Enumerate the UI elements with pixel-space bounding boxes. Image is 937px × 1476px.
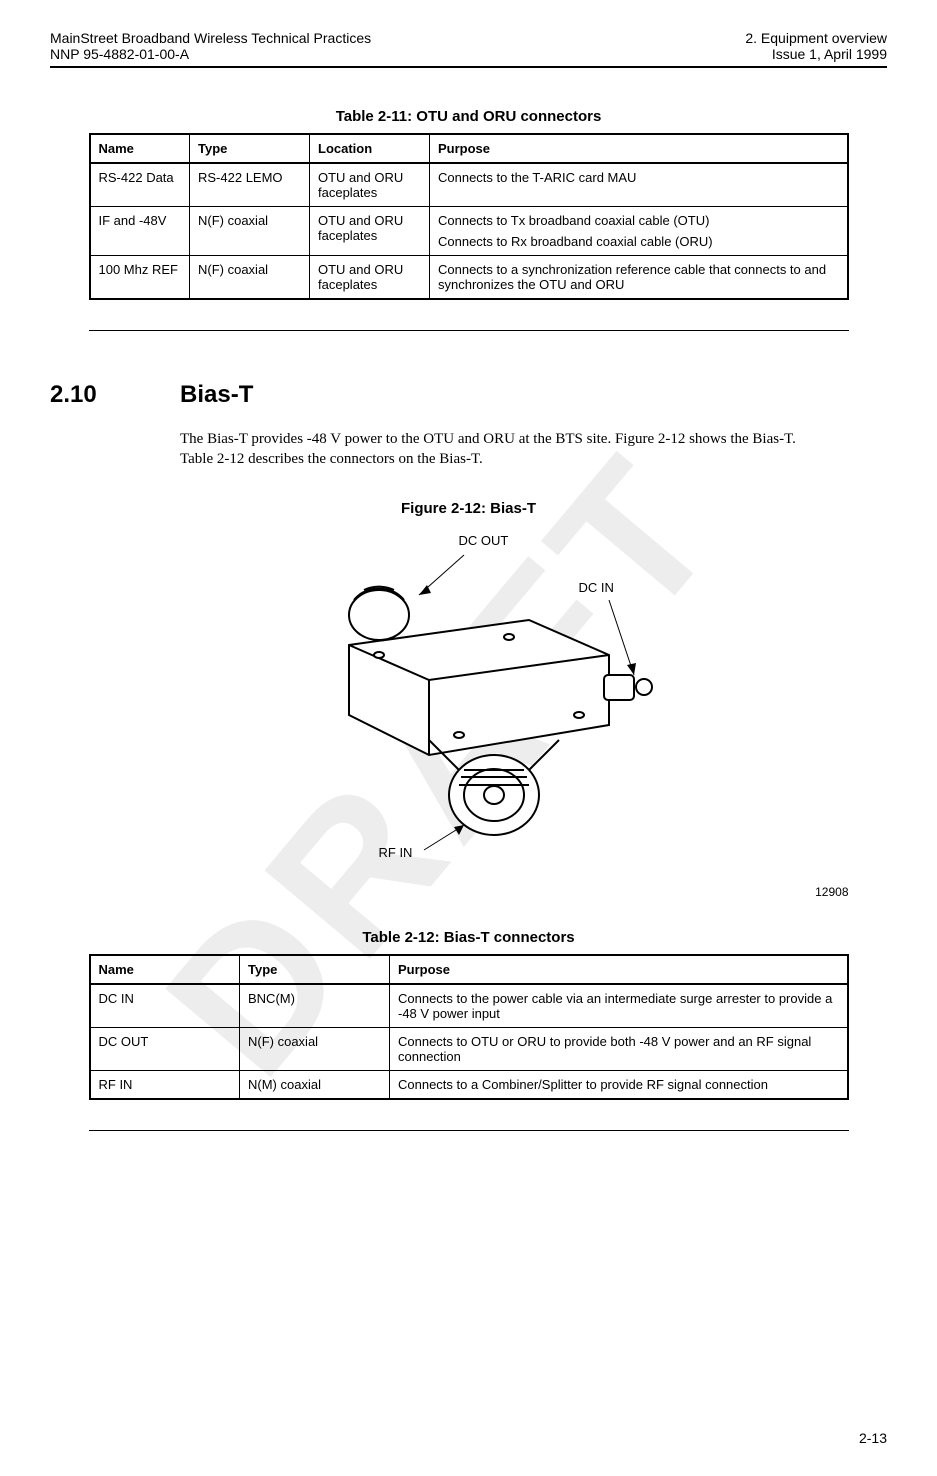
table2-col1: Type	[240, 955, 390, 984]
page-header: MainStreet Broadband Wireless Technical …	[50, 30, 887, 62]
table-row: DC OUTN(F) coaxialConnects to OTU or ORU…	[90, 1027, 848, 1070]
table-cell: Connects to Tx broadband coaxial cable (…	[430, 207, 848, 256]
table-cell: OTU and ORU faceplates	[310, 163, 430, 207]
header-left-bottom: NNP 95-4882-01-00-A	[50, 46, 371, 62]
table-cell: 100 Mhz REF	[90, 256, 190, 300]
table-cell: OTU and ORU faceplates	[310, 207, 430, 256]
table-row: RF INN(M) coaxialConnects to a Combiner/…	[90, 1070, 848, 1099]
table1-body: RS-422 DataRS-422 LEMOOTU and ORU facepl…	[90, 163, 848, 299]
table-cell: N(F) coaxial	[240, 1027, 390, 1070]
section-number: 2.10	[50, 381, 130, 409]
table-cell: N(M) coaxial	[240, 1070, 390, 1099]
table-cell: N(F) coaxial	[190, 256, 310, 300]
table2-col0: Name	[90, 955, 240, 984]
figure-id: 12908	[89, 885, 849, 899]
table1-caption: Table 2-11: OTU and ORU connectors	[50, 108, 887, 125]
figure-label-dcin: DC IN	[579, 580, 614, 595]
figure-bias-t: DC OUT DC IN RF IN	[269, 525, 669, 875]
header-left-top: MainStreet Broadband Wireless Technical …	[50, 30, 371, 46]
table-cell: IF and -48V	[90, 207, 190, 256]
table-row: DC INBNC(M)Connects to the power cable v…	[90, 984, 848, 1028]
table-cell: DC IN	[90, 984, 240, 1028]
table1: Name Type Location Purpose RS-422 DataRS…	[89, 133, 849, 300]
table-row: RS-422 DataRS-422 LEMOOTU and ORU facepl…	[90, 163, 848, 207]
table-cell: RS-422 Data	[90, 163, 190, 207]
section-body: The Bias-T provides -48 V power to the O…	[180, 429, 820, 470]
table1-col1: Type	[190, 134, 310, 163]
figure-caption: Figure 2-12: Bias-T	[50, 500, 887, 517]
figure-label-rfin: RF IN	[379, 845, 413, 860]
table-cell: RS-422 LEMO	[190, 163, 310, 207]
section-title: Bias-T	[180, 381, 253, 409]
figure-label-dcout: DC OUT	[459, 533, 509, 548]
table-cell: OTU and ORU faceplates	[310, 256, 430, 300]
table-cell: Connects to a synchronization reference …	[430, 256, 848, 300]
bias-t-diagram-icon	[269, 525, 669, 875]
table-cell: Connects to a Combiner/Splitter to provi…	[390, 1070, 848, 1099]
table-cell: DC OUT	[90, 1027, 240, 1070]
table-cell: Connects to the T-ARIC card MAU	[430, 163, 848, 207]
table-row: IF and -48VN(F) coaxialOTU and ORU facep…	[90, 207, 848, 256]
table-row: 100 Mhz REFN(F) coaxialOTU and ORU facep…	[90, 256, 848, 300]
table2-end-rule	[89, 1130, 849, 1131]
table-cell: RF IN	[90, 1070, 240, 1099]
table-cell: Connects to the power cable via an inter…	[390, 984, 848, 1028]
table1-end-rule	[89, 330, 849, 331]
table-cell: N(F) coaxial	[190, 207, 310, 256]
table2-caption: Table 2-12: Bias-T connectors	[50, 929, 887, 946]
table-cell: BNC(M)	[240, 984, 390, 1028]
header-right-top: 2. Equipment overview	[745, 30, 887, 46]
table-cell: Connects to OTU or ORU to provide both -…	[390, 1027, 848, 1070]
header-right-bottom: Issue 1, April 1999	[745, 46, 887, 62]
header-rule	[50, 66, 887, 68]
table2-col2: Purpose	[390, 955, 848, 984]
table2-body: DC INBNC(M)Connects to the power cable v…	[90, 984, 848, 1099]
table2: Name Type Purpose DC INBNC(M)Connects to…	[89, 954, 849, 1100]
table1-col2: Location	[310, 134, 430, 163]
table1-col0: Name	[90, 134, 190, 163]
page-number: 2-13	[859, 1430, 887, 1446]
table1-col3: Purpose	[430, 134, 848, 163]
